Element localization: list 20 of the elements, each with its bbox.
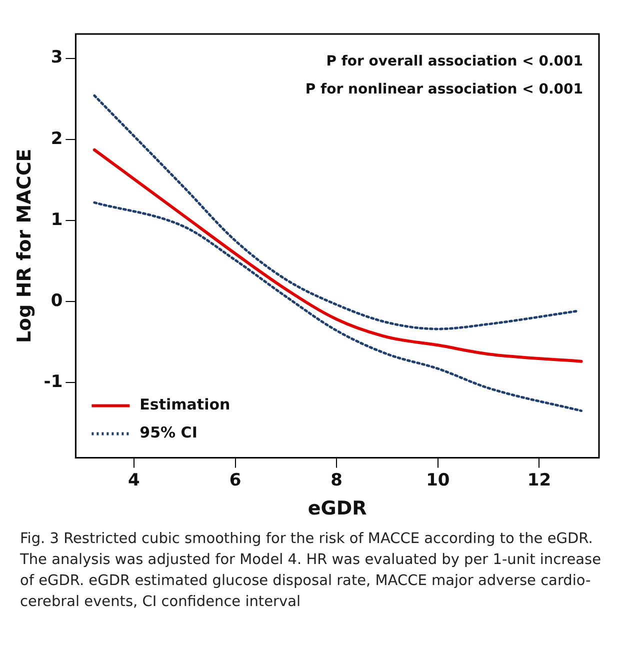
line-series [93, 201, 583, 412]
x-axis-title: eGDR [308, 498, 368, 520]
annotation: P for overall association < 0.001 [326, 54, 583, 70]
x-tick-label: 4 [128, 470, 140, 490]
y-tick-label: 0 [50, 290, 63, 311]
y-tick-label: 3 [50, 48, 63, 68]
y-axis-title: Log HR for MACCE [13, 148, 36, 344]
y-tick-label: 1 [50, 210, 63, 230]
legend-label: Estimation [140, 396, 230, 414]
legend-label: 95% CI [140, 424, 198, 442]
line-series [92, 148, 583, 363]
y-tick-label: -1 [44, 372, 63, 392]
x-tick-label: 6 [229, 470, 242, 490]
caption: Fig. 3 Restricted cubic smoothing for the risk of MACCE according to the eGDR. The analysis was adjusted for Model 4. HR was evaluated by per 1-unit increase of eGDR. eGDR estimated glucose disposal rate, MACCE major adverse cardio-cerebral events, CI confidence interval [20, 530, 602, 612]
x-tick-label: 8 [330, 470, 343, 490]
line-series [93, 94, 578, 330]
x-tick-label: 10 [426, 470, 450, 490]
y-tick-label: 2 [50, 128, 63, 149]
x-tick-label: 12 [527, 470, 552, 490]
annotation: P for nonlinear association < 0.001 [305, 82, 583, 98]
